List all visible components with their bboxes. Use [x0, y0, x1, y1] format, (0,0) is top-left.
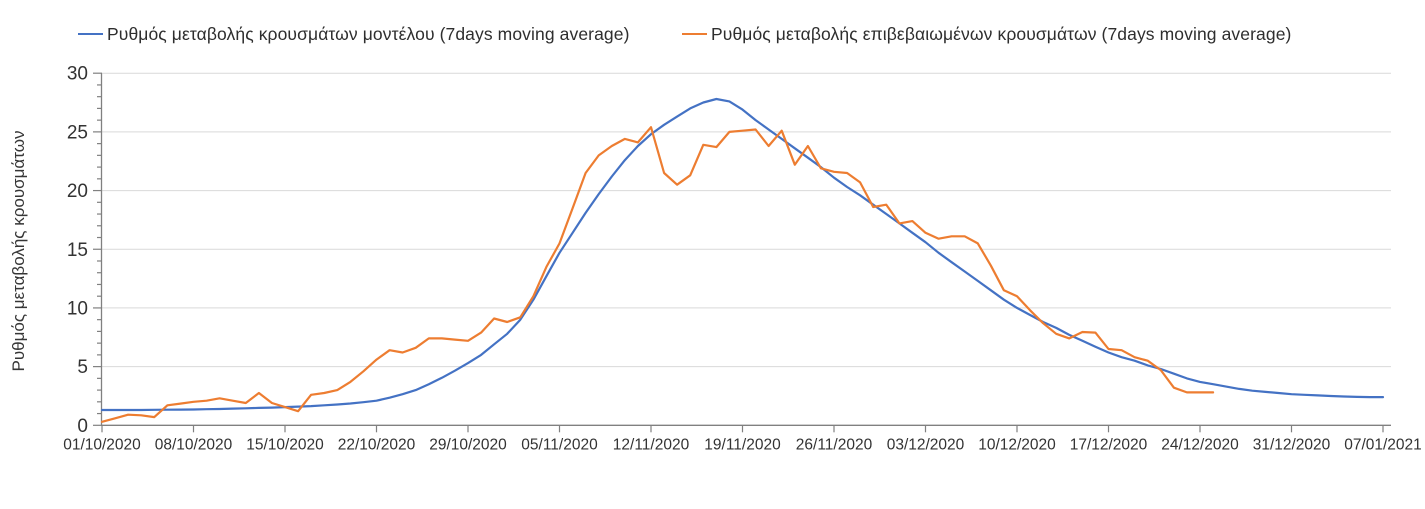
- legend-line-swatch-model: [78, 33, 103, 35]
- x-tick-label: 10/12/2020: [978, 436, 1056, 453]
- x-tick-label: 17/12/2020: [1070, 436, 1148, 453]
- legend-item-confirmed: Ρυθμός μεταβολής επιβεβαιωμένων κρουσμάτ…: [682, 23, 1292, 44]
- x-tick-label: 19/11/2020: [704, 436, 781, 453]
- x-tick-label: 29/10/2020: [429, 436, 507, 453]
- x-tick-label: 03/12/2020: [887, 436, 965, 453]
- legend-label-confirmed: Ρυθμός μεταβολής επιβεβαιωμένων κρουσμάτ…: [711, 23, 1292, 44]
- chart-legend: Ρυθμός μεταβολής κρουσμάτων μοντέλου (7d…: [0, 0, 1425, 50]
- series-line-confirmed: [100, 126, 1215, 423]
- legend-line-swatch-confirmed: [682, 33, 707, 35]
- x-tick-label: 12/11/2020: [613, 436, 690, 453]
- y-tick-label: 25: [67, 122, 88, 143]
- legend-item-model: Ρυθμός μεταβολής κρουσμάτων μοντέλου (7d…: [78, 23, 630, 44]
- x-tick-label: 22/10/2020: [338, 436, 416, 453]
- x-tick-label: 08/10/2020: [155, 436, 233, 453]
- y-axis-title: Ρυθμός μεταβολής κρουσμάτων: [9, 130, 28, 372]
- y-tick-label: 20: [67, 181, 88, 202]
- x-tick-label: 07/01/2021: [1344, 436, 1422, 453]
- series-line-model: [100, 97, 1385, 412]
- x-tick-label: 15/10/2020: [246, 436, 324, 453]
- y-tick-label: 15: [67, 240, 88, 261]
- x-tick-label: 05/11/2020: [521, 436, 598, 453]
- y-tick-label: 10: [67, 298, 88, 319]
- x-tick-label: 24/12/2020: [1161, 436, 1239, 453]
- y-tick-label: 30: [67, 64, 88, 85]
- y-tick-label: 0: [77, 416, 88, 437]
- x-tick-label: 31/12/2020: [1253, 436, 1331, 453]
- x-tick-label: 01/10/2020: [63, 436, 141, 453]
- legend-label-model: Ρυθμός μεταβολής κρουσμάτων μοντέλου (7d…: [107, 23, 630, 44]
- y-tick-label: 5: [77, 357, 88, 378]
- x-tick-label: 26/11/2020: [796, 436, 873, 453]
